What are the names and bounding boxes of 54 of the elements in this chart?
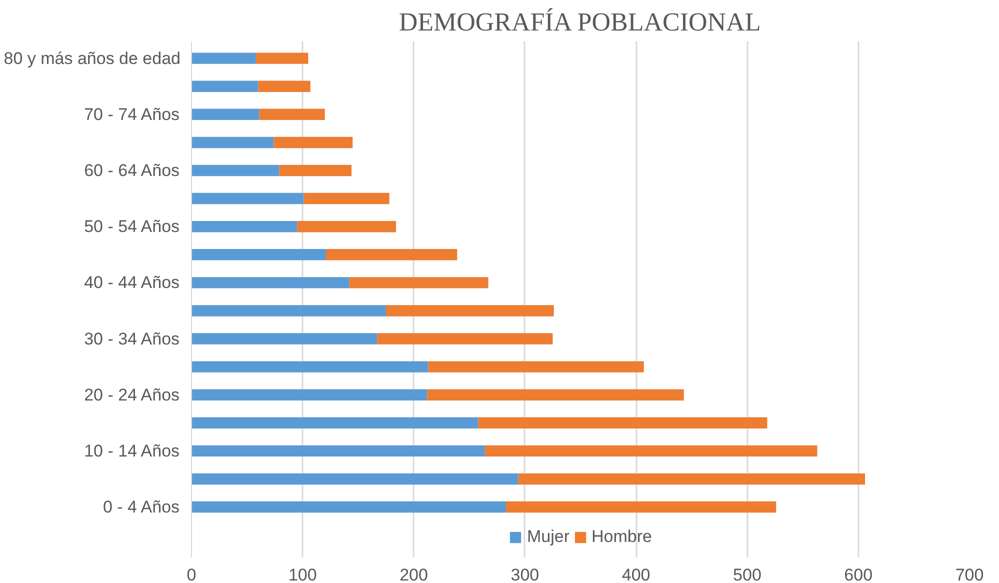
bar — [192, 249, 326, 260]
bar — [386, 305, 554, 316]
bar — [192, 136, 274, 148]
bar — [297, 220, 396, 232]
bar — [484, 445, 818, 457]
y-tick-label: 80 y más años de edad — [4, 48, 180, 68]
y-tick-label: 30 - 34 Años — [84, 329, 180, 348]
bar — [192, 389, 428, 400]
x-tick-label: 0 — [186, 566, 196, 583]
bar — [192, 333, 378, 344]
x-tick-label: 700 — [955, 566, 984, 583]
x-tick-label: 100 — [288, 566, 317, 583]
bar — [192, 80, 258, 92]
x-tick-label: 200 — [400, 566, 428, 583]
bar — [192, 108, 260, 120]
x-tick-label: 400 — [622, 566, 650, 583]
bar — [506, 501, 776, 513]
bar — [192, 220, 298, 232]
bar — [192, 192, 304, 204]
bar — [478, 417, 768, 428]
bar — [192, 501, 506, 513]
bar — [192, 277, 350, 288]
y-tick-label: 50 - 54 Años — [84, 217, 180, 236]
bar — [326, 249, 458, 260]
legend-label: Hombre — [592, 527, 652, 547]
chart-title: DEMOGRAFÍA POBLACIONAL — [398, 8, 761, 36]
bar — [274, 136, 353, 148]
y-tick-label: 70 - 74 Años — [84, 104, 180, 124]
bar — [258, 80, 310, 92]
y-tick-label: 0 - 4 Años — [103, 498, 180, 517]
bar — [192, 52, 256, 64]
bar — [192, 417, 478, 428]
bar — [192, 445, 485, 457]
bar — [427, 389, 684, 400]
bar — [259, 108, 325, 120]
bar — [518, 473, 866, 485]
bar — [192, 473, 518, 485]
bar — [279, 164, 352, 176]
y-tick-label: 40 - 44 Años — [84, 273, 180, 292]
bar — [304, 192, 390, 204]
bar — [349, 277, 488, 288]
legend-label: Mujer — [527, 527, 570, 547]
x-tick-label: 300 — [510, 566, 540, 583]
y-tick-label: 60 - 64 Años — [84, 161, 180, 180]
x-tick-label: 500 — [733, 566, 762, 583]
x-tick-label: 600 — [844, 566, 873, 583]
bar — [192, 164, 280, 176]
bar — [192, 361, 428, 372]
bar — [377, 333, 553, 344]
bar — [256, 52, 308, 64]
bar — [428, 361, 644, 372]
bar — [192, 305, 386, 316]
y-tick-label: 20 - 24 Años — [84, 385, 180, 404]
y-tick-label: 10 - 14 Años — [84, 441, 180, 460]
